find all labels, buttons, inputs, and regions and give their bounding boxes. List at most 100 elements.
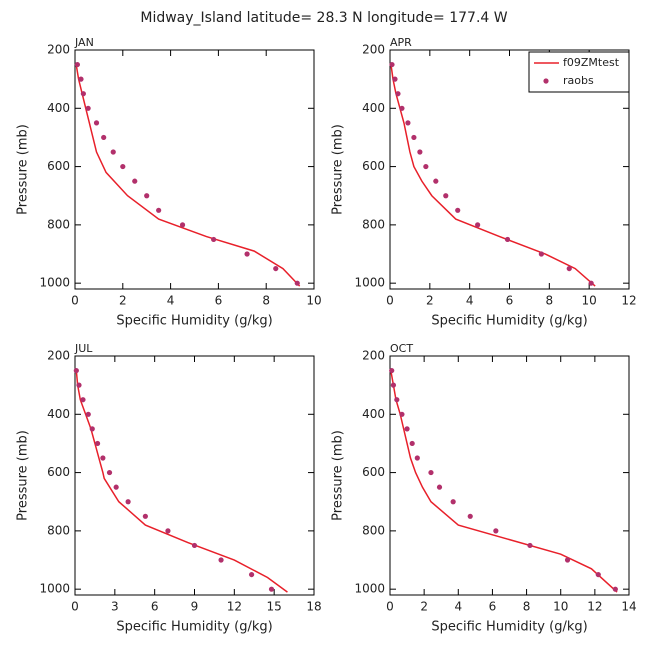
obs-point <box>423 163 429 170</box>
y-tick-label: 1000 <box>39 582 70 596</box>
obs-point <box>80 91 86 97</box>
y-tick-label: 800 <box>47 217 70 231</box>
y-tick-label: 200 <box>47 349 70 363</box>
obs-point <box>443 193 449 199</box>
y-tick-label: 1000 <box>39 276 70 290</box>
obs-point <box>395 91 401 97</box>
obs-point <box>85 411 91 417</box>
obs-point <box>100 455 106 461</box>
obs-point <box>273 265 279 272</box>
y-axis-label: Pressure (mb) <box>16 430 31 521</box>
obs-point <box>89 426 95 432</box>
obs-point <box>248 571 255 578</box>
y-tick-label: 400 <box>362 101 385 115</box>
x-tick-label: 14 <box>621 600 636 614</box>
obs-point <box>399 411 405 417</box>
obs-point <box>125 499 131 505</box>
obs-point <box>389 61 395 68</box>
obs-point <box>244 251 250 257</box>
y-tick-label: 400 <box>47 101 70 115</box>
obs-point <box>566 265 572 272</box>
obs-point <box>132 178 138 184</box>
obs-point <box>294 280 300 286</box>
x-tick-label: 10 <box>582 294 597 308</box>
plot-frame <box>74 49 315 290</box>
y-tick-label: 200 <box>362 43 385 57</box>
obs-point <box>588 280 594 286</box>
obs-point <box>101 134 107 141</box>
x-tick-label: 2 <box>119 294 127 308</box>
panel: APR 0 2 4 6 8 10 12 200 400 600 800 1000 Specific Hum… <box>331 36 637 329</box>
y-axis-label: Pressure (mb) <box>331 430 346 521</box>
obs-point <box>80 397 86 403</box>
obs-point <box>113 484 119 490</box>
obs-point <box>504 236 511 243</box>
obs-point <box>76 382 82 388</box>
legend-label: f09ZMtest <box>563 56 620 69</box>
x-axis-label: Specific Humidity (g/kg) <box>431 620 587 635</box>
x-tick-label: 8 <box>262 294 270 308</box>
obs-point <box>74 61 80 68</box>
x-axis-label: Specific Humidity (g/kg) <box>116 620 272 635</box>
x-tick-label: 6 <box>215 294 223 308</box>
x-tick-label: 8 <box>523 600 531 614</box>
panel-label: JUL <box>74 342 93 355</box>
panel: JAN 0 2 4 6 8 10 200 400 600 800 1000 Specific Humid… <box>16 36 322 329</box>
y-tick-label: 1000 <box>354 276 385 290</box>
obs-point <box>142 513 148 519</box>
x-tick-label: 6 <box>151 600 159 614</box>
y-tick-label: 800 <box>47 523 70 537</box>
obs-point <box>394 397 400 403</box>
y-axis-label: Pressure (mb) <box>16 124 31 215</box>
obs-point <box>179 222 186 228</box>
x-tick-label: 0 <box>386 294 394 308</box>
obs-point <box>538 251 544 257</box>
x-tick-label: 0 <box>386 600 394 614</box>
obs-point <box>93 120 100 126</box>
obs-point <box>268 586 275 592</box>
x-tick-label: 6 <box>489 600 497 614</box>
obs-point <box>85 105 91 111</box>
x-tick-label: 15 <box>267 600 282 614</box>
obs-point <box>120 163 126 170</box>
y-tick-label: 400 <box>47 407 70 421</box>
obs-point <box>218 557 224 563</box>
y-tick-label: 600 <box>362 159 385 173</box>
obs-point <box>428 469 434 476</box>
obs-point <box>527 542 533 549</box>
obs-point <box>399 105 405 111</box>
obs-point <box>144 193 150 199</box>
obs-point <box>564 557 571 563</box>
x-tick-label: 0 <box>71 294 79 308</box>
obs-point <box>389 367 395 374</box>
obs-point <box>106 469 113 476</box>
obs-point <box>417 149 423 155</box>
obs-point <box>73 367 79 374</box>
panel: OCT 0 2 4 6 8 10 12 14 200 400 600 800 1000 Specific H… <box>331 342 637 635</box>
y-tick-label: 800 <box>362 217 385 231</box>
y-tick-label: 400 <box>362 407 385 421</box>
x-tick-label: 12 <box>227 600 242 614</box>
obs-point <box>110 149 116 155</box>
obs-point <box>436 484 443 490</box>
x-axis-label: Specific Humidity (g/kg) <box>431 314 587 329</box>
x-tick-label: 2 <box>420 600 428 614</box>
x-tick-label: 2 <box>426 294 434 308</box>
panel-label: JAN <box>74 36 94 49</box>
x-tick-label: 12 <box>587 600 602 614</box>
panel: JUL 0 3 6 9 12 15 18 200 400 600 800 1000 Specific Hu… <box>16 342 322 635</box>
y-axis-label: Pressure (mb) <box>331 124 346 215</box>
x-tick-label: 4 <box>466 294 474 308</box>
obs-point <box>467 513 473 519</box>
y-tick-label: 200 <box>47 43 70 57</box>
x-tick-label: 10 <box>553 600 568 614</box>
x-tick-label: 9 <box>191 600 199 614</box>
obs-point <box>211 236 217 243</box>
x-tick-label: 8 <box>546 294 554 308</box>
obs-point <box>78 76 84 82</box>
x-tick-label: 10 <box>306 294 321 308</box>
y-tick-label: 600 <box>362 465 385 479</box>
model-line <box>390 370 618 593</box>
panel-label: OCT <box>390 342 413 355</box>
